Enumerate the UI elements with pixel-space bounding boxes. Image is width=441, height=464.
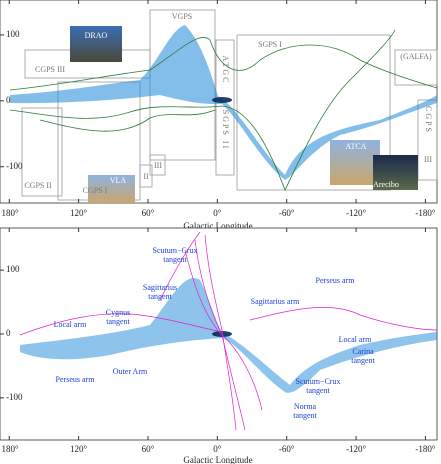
arm-label: tangent xyxy=(306,386,330,395)
arm-label: Perseus arm xyxy=(56,375,96,384)
region-label: VLA xyxy=(110,176,127,185)
x-tick-label: -180° xyxy=(415,208,435,218)
region-label: ATCA xyxy=(346,142,367,151)
x-axis-label: Galactic Longitude xyxy=(183,455,252,464)
region-label: VGPS xyxy=(172,12,192,21)
x-tick-label: -60° xyxy=(279,444,295,454)
arm-label: Carina xyxy=(352,347,374,356)
arm-label: Norma xyxy=(294,402,317,411)
region-label: CGPS xyxy=(424,106,433,134)
arm-label: tangent xyxy=(106,317,130,326)
arm-label: tangent xyxy=(351,356,375,365)
y-tick-label: 100 xyxy=(6,29,20,39)
arm-label: Sagittarius arm xyxy=(251,297,300,306)
arm-label: Local arm xyxy=(54,320,87,329)
y-tick-label: -100 xyxy=(6,392,23,402)
arm-label: Scutum−Crux xyxy=(153,246,198,255)
arm-label: tangent xyxy=(163,255,187,264)
x-tick-label: -120° xyxy=(346,208,366,218)
y-tick-label: -100 xyxy=(6,161,23,171)
arm-label: Cygnus xyxy=(106,308,130,317)
top-panel: 180°120°60°0°-60°-120°-180°1000-100Galac… xyxy=(0,0,437,231)
region-label: SGPS I xyxy=(258,40,282,49)
arm-label: Sagittarius xyxy=(143,283,177,292)
arm-label: Outer Arm xyxy=(113,367,148,376)
region-label: ATGC xyxy=(221,56,230,85)
x-tick-label: 180° xyxy=(1,444,19,454)
bottom-panel: 180° 120° 60° 0° -60° -120° -180° 100 0 -100 Galac… xyxy=(0,228,437,464)
x-tick-label: 120° xyxy=(70,208,88,218)
x-tick-label: -120° xyxy=(346,444,366,454)
region-label: CGPS III xyxy=(35,65,65,74)
x-tick-label: 60° xyxy=(142,444,155,454)
x-tick-label: 180° xyxy=(1,208,19,218)
region-label: SGPS II xyxy=(221,110,230,150)
region-label: II xyxy=(143,172,149,181)
arm-label: Perseus arm xyxy=(316,276,356,285)
region-label: DRAO xyxy=(85,31,108,40)
figure: 180° 120° 60° 0° -60° -120° -180° 100 0 -100 Galac… xyxy=(0,0,441,464)
x-tick-label: -60° xyxy=(279,208,295,218)
region-label: CGPS II xyxy=(24,181,52,190)
region-label: (GALFA) xyxy=(400,52,432,61)
region-label: III xyxy=(424,155,432,164)
y-tick-label: 0 xyxy=(6,95,11,105)
region-label: III xyxy=(154,161,162,170)
x-tick-label: 120° xyxy=(70,444,88,454)
arm-label: Local arm xyxy=(339,335,372,344)
x-tick-label: 0° xyxy=(213,208,222,218)
x-tick-label: -180° xyxy=(415,444,435,454)
y-tick-label: 100 xyxy=(6,264,20,274)
arm-label: Scutum−Crux xyxy=(296,377,341,386)
x-tick-label: 60° xyxy=(142,208,155,218)
x-tick-label: 0° xyxy=(213,444,222,454)
arm-label: tangent xyxy=(148,292,172,301)
region-label: Arecibo xyxy=(373,180,399,189)
y-tick-label: 0 xyxy=(6,328,11,338)
arm-label: tangent xyxy=(293,411,317,420)
region-label: CGPS I xyxy=(83,186,108,195)
